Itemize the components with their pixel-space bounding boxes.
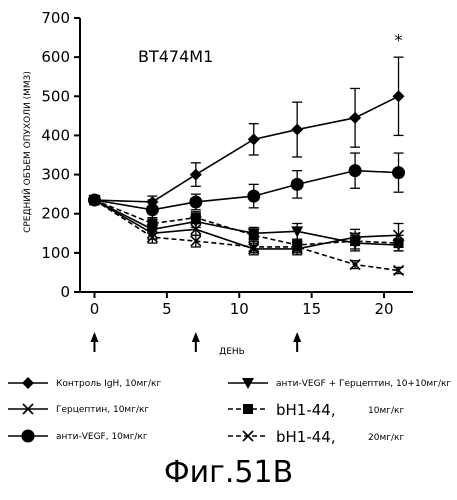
axes <box>79 18 413 293</box>
data-point <box>349 259 361 271</box>
legend-dose-label: 10мг/кг <box>368 406 404 416</box>
dosing-arrow-head <box>90 332 99 342</box>
data-point <box>248 241 260 253</box>
legend: Контроль IgH, 10мг/кг Герцептин, 10мг/кг а… <box>8 377 451 446</box>
legend-label: bH1-44, <box>276 428 336 446</box>
legend-item-2: Герцептин, 10мг/кг <box>8 403 149 415</box>
data-point <box>349 111 362 124</box>
x-tick-label: 15 <box>302 300 321 318</box>
y-tick-label: 200 <box>41 205 70 223</box>
y-tick-label: 400 <box>41 126 70 144</box>
data-point <box>291 241 303 253</box>
data-point <box>147 218 158 229</box>
dosing-arrow <box>293 332 302 352</box>
x-tick-label: 20 <box>374 300 393 318</box>
dosing-arrow <box>191 332 200 352</box>
legend-item-3: анти-VEGF, 10мг/кг <box>8 429 148 443</box>
dosing-arrows <box>90 332 302 352</box>
data-point <box>350 236 361 247</box>
data-point <box>189 168 202 181</box>
legend-label: анти-VEGF + Герцептин, 10+10мг/кг <box>276 379 451 389</box>
data-point <box>392 264 405 277</box>
data-point <box>247 189 261 203</box>
y-tick-label: 700 <box>41 9 70 27</box>
legend-label: Герцептин, 10мг/кг <box>56 405 149 415</box>
series-1 <box>88 56 405 209</box>
legend-label: анти-VEGF, 10мг/кг <box>56 432 148 442</box>
x-axis-label: ДЕНЬ <box>219 347 245 357</box>
y-tick-label: 100 <box>41 244 70 262</box>
data-point <box>247 133 260 146</box>
data-point <box>393 238 404 249</box>
y-tick-label: 600 <box>41 48 70 66</box>
dosing-arrow-head <box>293 332 302 342</box>
data-point <box>146 231 158 243</box>
series-5 <box>89 195 404 252</box>
data-point <box>189 195 203 209</box>
legend-item-4: анти-VEGF + Герцептин, 10+10мг/кг <box>228 378 451 389</box>
data-point <box>190 235 202 247</box>
data-point <box>145 203 159 217</box>
chart-title: BT474M1 <box>138 47 213 66</box>
data-point <box>190 212 201 223</box>
data-point <box>291 123 304 136</box>
data-point <box>248 230 259 241</box>
series-layer <box>87 56 406 277</box>
data-point <box>88 194 101 206</box>
dosing-arrow-head <box>191 332 200 342</box>
legend-dose-label: 20мг/кг <box>368 433 404 443</box>
y-tick-label: 300 <box>41 166 70 184</box>
tick-group: 0 100 200 300 400 500 600 700 0 5 10 15 20 <box>41 9 393 318</box>
legend-item-1: Контроль IgH, 10мг/кг <box>8 377 161 389</box>
data-point <box>392 166 406 180</box>
dosing-arrow <box>90 332 99 352</box>
legend-item-5: bH1-44, 10мг/кг <box>228 401 404 419</box>
data-point <box>392 90 405 103</box>
data-point <box>242 430 254 442</box>
data-point <box>22 403 34 415</box>
y-tick-label: 0 <box>60 283 70 301</box>
data-point <box>290 177 304 191</box>
legend-label: bH1-44, <box>276 401 336 419</box>
data-point <box>21 429 35 443</box>
data-point <box>291 226 304 238</box>
data-point <box>348 164 362 178</box>
series-6 <box>88 194 405 277</box>
data-point <box>243 404 253 414</box>
tumor-volume-chart: 0 100 200 300 400 500 600 700 0 5 10 15 20 BT474M1 *… <box>8 9 451 446</box>
y-axis-label: СРЕДНИЙ ОБЪЕМ ОПУХОЛИ (MM3) <box>21 71 33 233</box>
data-point <box>190 223 202 235</box>
data-point <box>22 377 34 389</box>
series-line <box>94 95 399 203</box>
x-tick-label: 0 <box>90 300 100 318</box>
x-tick-label: 10 <box>230 300 249 318</box>
significance-annotation: * <box>395 30 403 49</box>
legend-item-6: bH1-44, 20мг/кг <box>228 428 404 446</box>
legend-label: Контроль IgH, 10мг/кг <box>56 379 161 389</box>
figure-caption: Фиг.51B <box>163 455 294 490</box>
x-tick-label: 5 <box>162 300 172 318</box>
data-point <box>242 378 254 389</box>
series-3 <box>87 152 406 221</box>
y-tick-label: 500 <box>41 87 70 105</box>
